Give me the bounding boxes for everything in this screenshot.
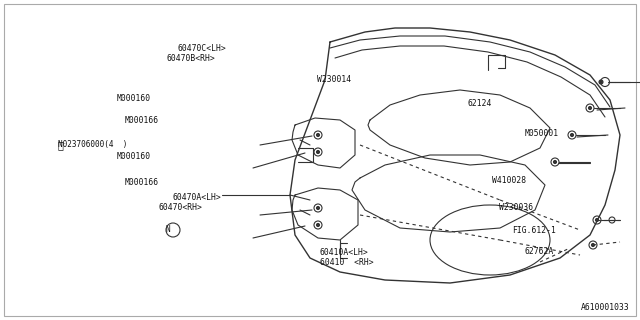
Text: 62124: 62124	[467, 99, 492, 108]
Text: A610001033: A610001033	[581, 303, 630, 312]
Text: N: N	[166, 226, 170, 235]
Circle shape	[599, 80, 603, 84]
Circle shape	[554, 161, 557, 164]
Circle shape	[591, 244, 595, 246]
Text: W230014: W230014	[317, 75, 351, 84]
Text: 60470C<LH>: 60470C<LH>	[178, 44, 227, 53]
Text: 62762A: 62762A	[525, 247, 554, 256]
Text: W230036: W230036	[499, 203, 533, 212]
Text: M000160: M000160	[117, 152, 151, 161]
Text: N023706000(4  ): N023706000(4 )	[58, 140, 127, 149]
Text: Ⓝ: Ⓝ	[58, 140, 64, 150]
Circle shape	[317, 223, 319, 227]
Circle shape	[317, 150, 319, 154]
Text: 60470<RH>: 60470<RH>	[159, 203, 203, 212]
Text: 60410  <RH>: 60410 <RH>	[320, 258, 374, 267]
Circle shape	[317, 133, 319, 137]
Text: 60470B<RH>: 60470B<RH>	[166, 54, 215, 63]
Text: FIG.612-1: FIG.612-1	[512, 226, 556, 235]
Text: W410028: W410028	[492, 176, 525, 185]
Text: M000166: M000166	[125, 116, 159, 125]
Text: 60410A<LH>: 60410A<LH>	[320, 248, 369, 257]
Text: 60470A<LH>: 60470A<LH>	[173, 193, 221, 202]
Circle shape	[570, 133, 573, 137]
Circle shape	[589, 107, 591, 109]
Text: M000160: M000160	[117, 94, 151, 103]
Text: M000166: M000166	[125, 178, 159, 187]
Text: M050001: M050001	[525, 129, 559, 138]
Circle shape	[595, 219, 598, 221]
Circle shape	[317, 206, 319, 210]
